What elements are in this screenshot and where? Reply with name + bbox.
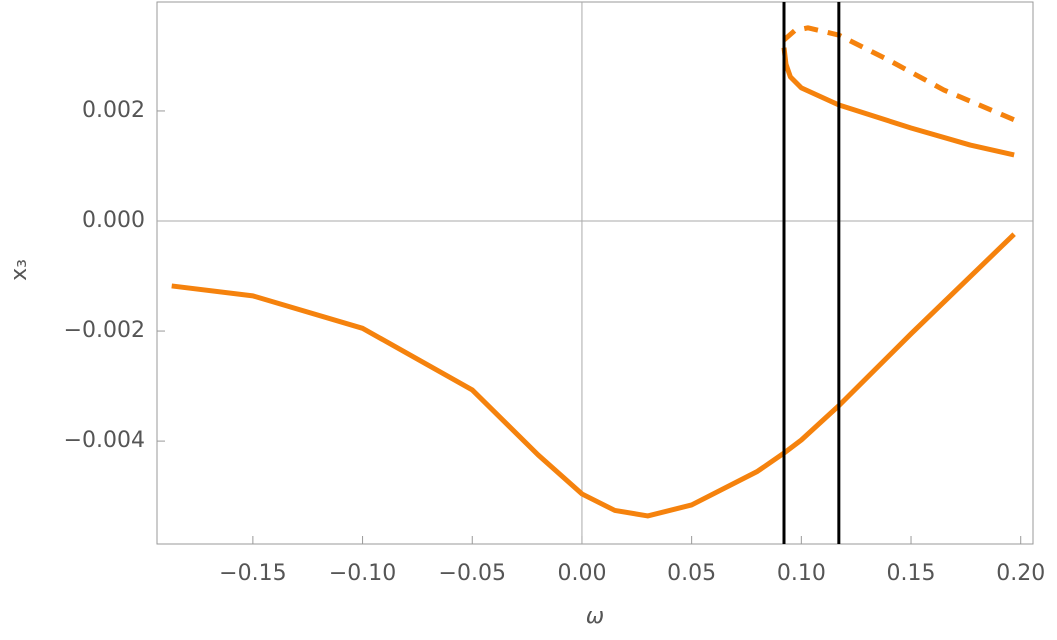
y-axis-label: x₃ — [7, 259, 32, 281]
series-line — [782, 25, 1016, 123]
x-axis-label: ω — [586, 604, 604, 629]
y-tick-label: −0.002 — [64, 318, 145, 343]
x-tick-label: 0.05 — [667, 561, 716, 586]
y-tick-label: 0.000 — [82, 208, 145, 233]
x-tick-label: 0.15 — [887, 561, 936, 586]
x-tick-label: −0.10 — [329, 561, 396, 586]
plot-frame — [156, 1, 1034, 545]
series-line — [781, 47, 1015, 158]
series-line — [171, 232, 1016, 519]
y-tick-label: −0.004 — [64, 428, 145, 453]
y-tick-label: 0.002 — [82, 98, 145, 123]
x-tick-label: 0.20 — [996, 561, 1045, 586]
x-tick-label: 0.00 — [557, 561, 606, 586]
x-tick-label: 0.10 — [777, 561, 826, 586]
x-tick-label: −0.15 — [219, 561, 286, 586]
x-tick-label: −0.05 — [439, 561, 506, 586]
